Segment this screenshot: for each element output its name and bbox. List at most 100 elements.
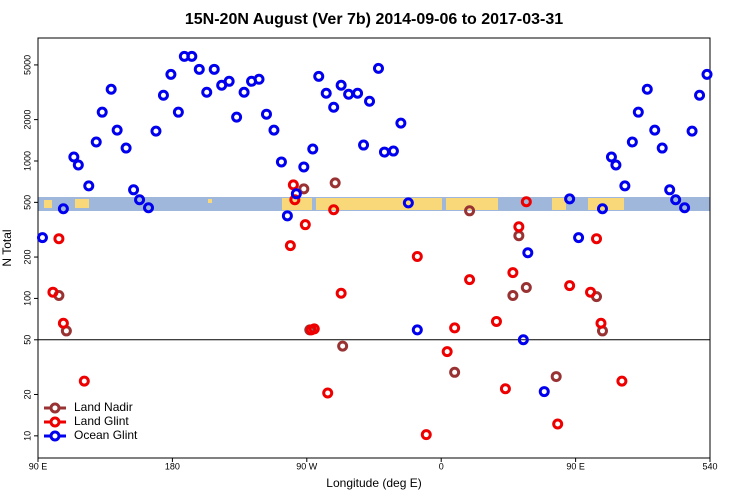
y-tick-label: 10	[22, 431, 32, 441]
point	[411, 324, 423, 336]
point	[378, 146, 390, 158]
point	[402, 197, 414, 209]
point	[36, 232, 48, 244]
point	[507, 290, 519, 302]
x-tick-label: 0	[439, 461, 444, 471]
point	[522, 247, 534, 259]
point	[289, 194, 301, 206]
point	[172, 106, 184, 118]
point	[328, 101, 340, 113]
point	[352, 87, 364, 99]
point	[641, 83, 653, 95]
point	[281, 210, 293, 222]
point	[538, 386, 550, 398]
point	[694, 89, 706, 101]
point	[57, 317, 69, 329]
point	[517, 334, 529, 346]
legend-label: Land Nadir	[74, 400, 133, 414]
point	[111, 124, 123, 136]
point	[670, 194, 682, 206]
point	[299, 219, 311, 231]
point	[83, 180, 95, 192]
point	[260, 108, 272, 120]
point	[128, 184, 140, 196]
y-tick-label: 200	[22, 250, 32, 265]
point	[268, 124, 280, 136]
point	[372, 62, 384, 74]
y-tick-label: 20	[22, 389, 32, 399]
point	[201, 86, 213, 98]
point	[358, 139, 370, 151]
point	[507, 267, 519, 279]
y-tick-label: 100	[22, 291, 32, 306]
point	[308, 323, 320, 335]
point	[47, 286, 59, 298]
point	[573, 232, 585, 244]
point	[679, 202, 691, 214]
x-tick-label: 90 E	[29, 461, 48, 471]
plot-frame	[37, 37, 711, 459]
point	[605, 151, 617, 163]
point	[564, 193, 576, 205]
point	[329, 177, 341, 189]
point	[253, 73, 265, 85]
legend-marker	[49, 430, 61, 442]
point	[632, 106, 644, 118]
point	[320, 87, 332, 99]
point	[626, 136, 638, 148]
y-tick-label: 1000	[22, 151, 32, 171]
point	[78, 375, 90, 387]
point	[337, 340, 349, 352]
point	[72, 159, 84, 171]
point	[307, 143, 319, 155]
point	[313, 70, 325, 82]
point	[550, 371, 562, 383]
point	[322, 387, 334, 399]
point	[441, 346, 453, 358]
point	[464, 205, 476, 217]
point	[150, 125, 162, 137]
point	[656, 142, 668, 154]
point	[96, 106, 108, 118]
point	[499, 383, 511, 395]
point	[449, 322, 461, 334]
point	[610, 159, 622, 171]
point	[364, 95, 376, 107]
point	[619, 180, 631, 192]
point	[231, 111, 243, 123]
y-tick-label: 50	[22, 335, 32, 345]
point	[335, 79, 347, 91]
point	[686, 125, 698, 137]
point	[90, 136, 102, 148]
x-tick-label: 180	[165, 461, 180, 471]
point	[223, 75, 235, 87]
point	[290, 188, 302, 200]
point	[298, 183, 310, 195]
point	[275, 156, 287, 168]
point	[186, 50, 198, 62]
point	[105, 83, 117, 95]
point	[664, 184, 676, 196]
point	[701, 68, 713, 80]
point	[53, 233, 65, 245]
point	[420, 429, 432, 441]
point	[335, 287, 347, 299]
point	[387, 145, 399, 157]
point	[298, 161, 310, 173]
y-tick-label: 2000	[22, 110, 32, 130]
legend-marker	[49, 402, 61, 414]
point	[165, 68, 177, 80]
point	[193, 63, 205, 75]
point	[464, 274, 476, 286]
point	[328, 204, 340, 216]
point	[238, 86, 250, 98]
point	[449, 366, 461, 378]
point	[616, 375, 628, 387]
point	[208, 63, 220, 75]
y-axis-label: N Total	[0, 229, 14, 266]
point	[595, 317, 607, 329]
point	[120, 142, 132, 154]
point	[57, 203, 69, 215]
point	[490, 315, 502, 327]
